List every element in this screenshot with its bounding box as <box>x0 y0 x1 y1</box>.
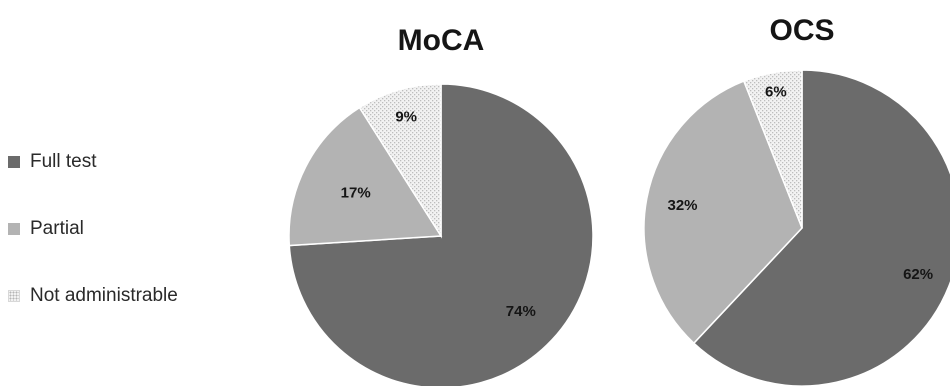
legend: Full test Partial Not administrable <box>8 128 178 329</box>
legend-swatch-partial <box>8 222 20 235</box>
moca-label-partial: 17% <box>341 185 371 202</box>
moca-slice-partial <box>288 106 443 247</box>
ocs-label-not-administrable: 6% <box>765 83 787 100</box>
legend-label-partial: Partial <box>30 217 84 239</box>
moca-slice-not-administrable <box>358 83 442 239</box>
ocs-slice-not-administrable <box>742 69 803 229</box>
legend-swatch-full-test <box>8 155 20 168</box>
legend-label-full-test: Full test <box>30 150 97 172</box>
moca-title: MoCA <box>398 24 485 57</box>
moca-label-full-test: 74% <box>506 303 536 320</box>
legend-swatch-not-administrable <box>8 289 20 302</box>
ocs-slice-full-test <box>692 69 950 386</box>
legend-item-not-administrable: Not administrable <box>8 262 178 329</box>
ocs-label-partial: 32% <box>667 197 697 214</box>
moca-label-not-administrable: 9% <box>395 108 417 125</box>
legend-label-not-administrable: Not administrable <box>30 284 178 306</box>
ocs-title: OCS <box>769 14 834 47</box>
legend-item-full-test: Full test <box>8 128 178 195</box>
ocs-label-full-test: 62% <box>903 266 933 283</box>
legend-item-partial: Partial <box>8 195 178 262</box>
ocs-slice-partial <box>643 80 803 345</box>
